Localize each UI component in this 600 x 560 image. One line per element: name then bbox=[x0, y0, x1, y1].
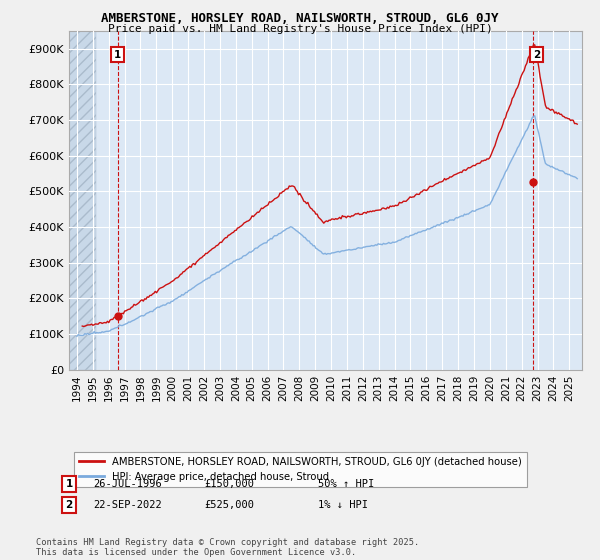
Text: Price paid vs. HM Land Registry's House Price Index (HPI): Price paid vs. HM Land Registry's House … bbox=[107, 24, 493, 34]
Text: 22-SEP-2022: 22-SEP-2022 bbox=[93, 500, 162, 510]
Text: 1: 1 bbox=[65, 479, 73, 489]
Text: £525,000: £525,000 bbox=[204, 500, 254, 510]
Legend: AMBERSTONE, HORSLEY ROAD, NAILSWORTH, STROUD, GL6 0JY (detached house), HPI: Ave: AMBERSTONE, HORSLEY ROAD, NAILSWORTH, ST… bbox=[74, 451, 527, 487]
Text: 2: 2 bbox=[533, 49, 540, 59]
Text: £150,000: £150,000 bbox=[204, 479, 254, 489]
Text: 50% ↑ HPI: 50% ↑ HPI bbox=[318, 479, 374, 489]
Text: 1% ↓ HPI: 1% ↓ HPI bbox=[318, 500, 368, 510]
Text: Contains HM Land Registry data © Crown copyright and database right 2025.
This d: Contains HM Land Registry data © Crown c… bbox=[36, 538, 419, 557]
Text: AMBERSTONE, HORSLEY ROAD, NAILSWORTH, STROUD, GL6 0JY: AMBERSTONE, HORSLEY ROAD, NAILSWORTH, ST… bbox=[101, 12, 499, 25]
Text: 1: 1 bbox=[114, 49, 121, 59]
Text: 2: 2 bbox=[65, 500, 73, 510]
Text: 26-JUL-1996: 26-JUL-1996 bbox=[93, 479, 162, 489]
